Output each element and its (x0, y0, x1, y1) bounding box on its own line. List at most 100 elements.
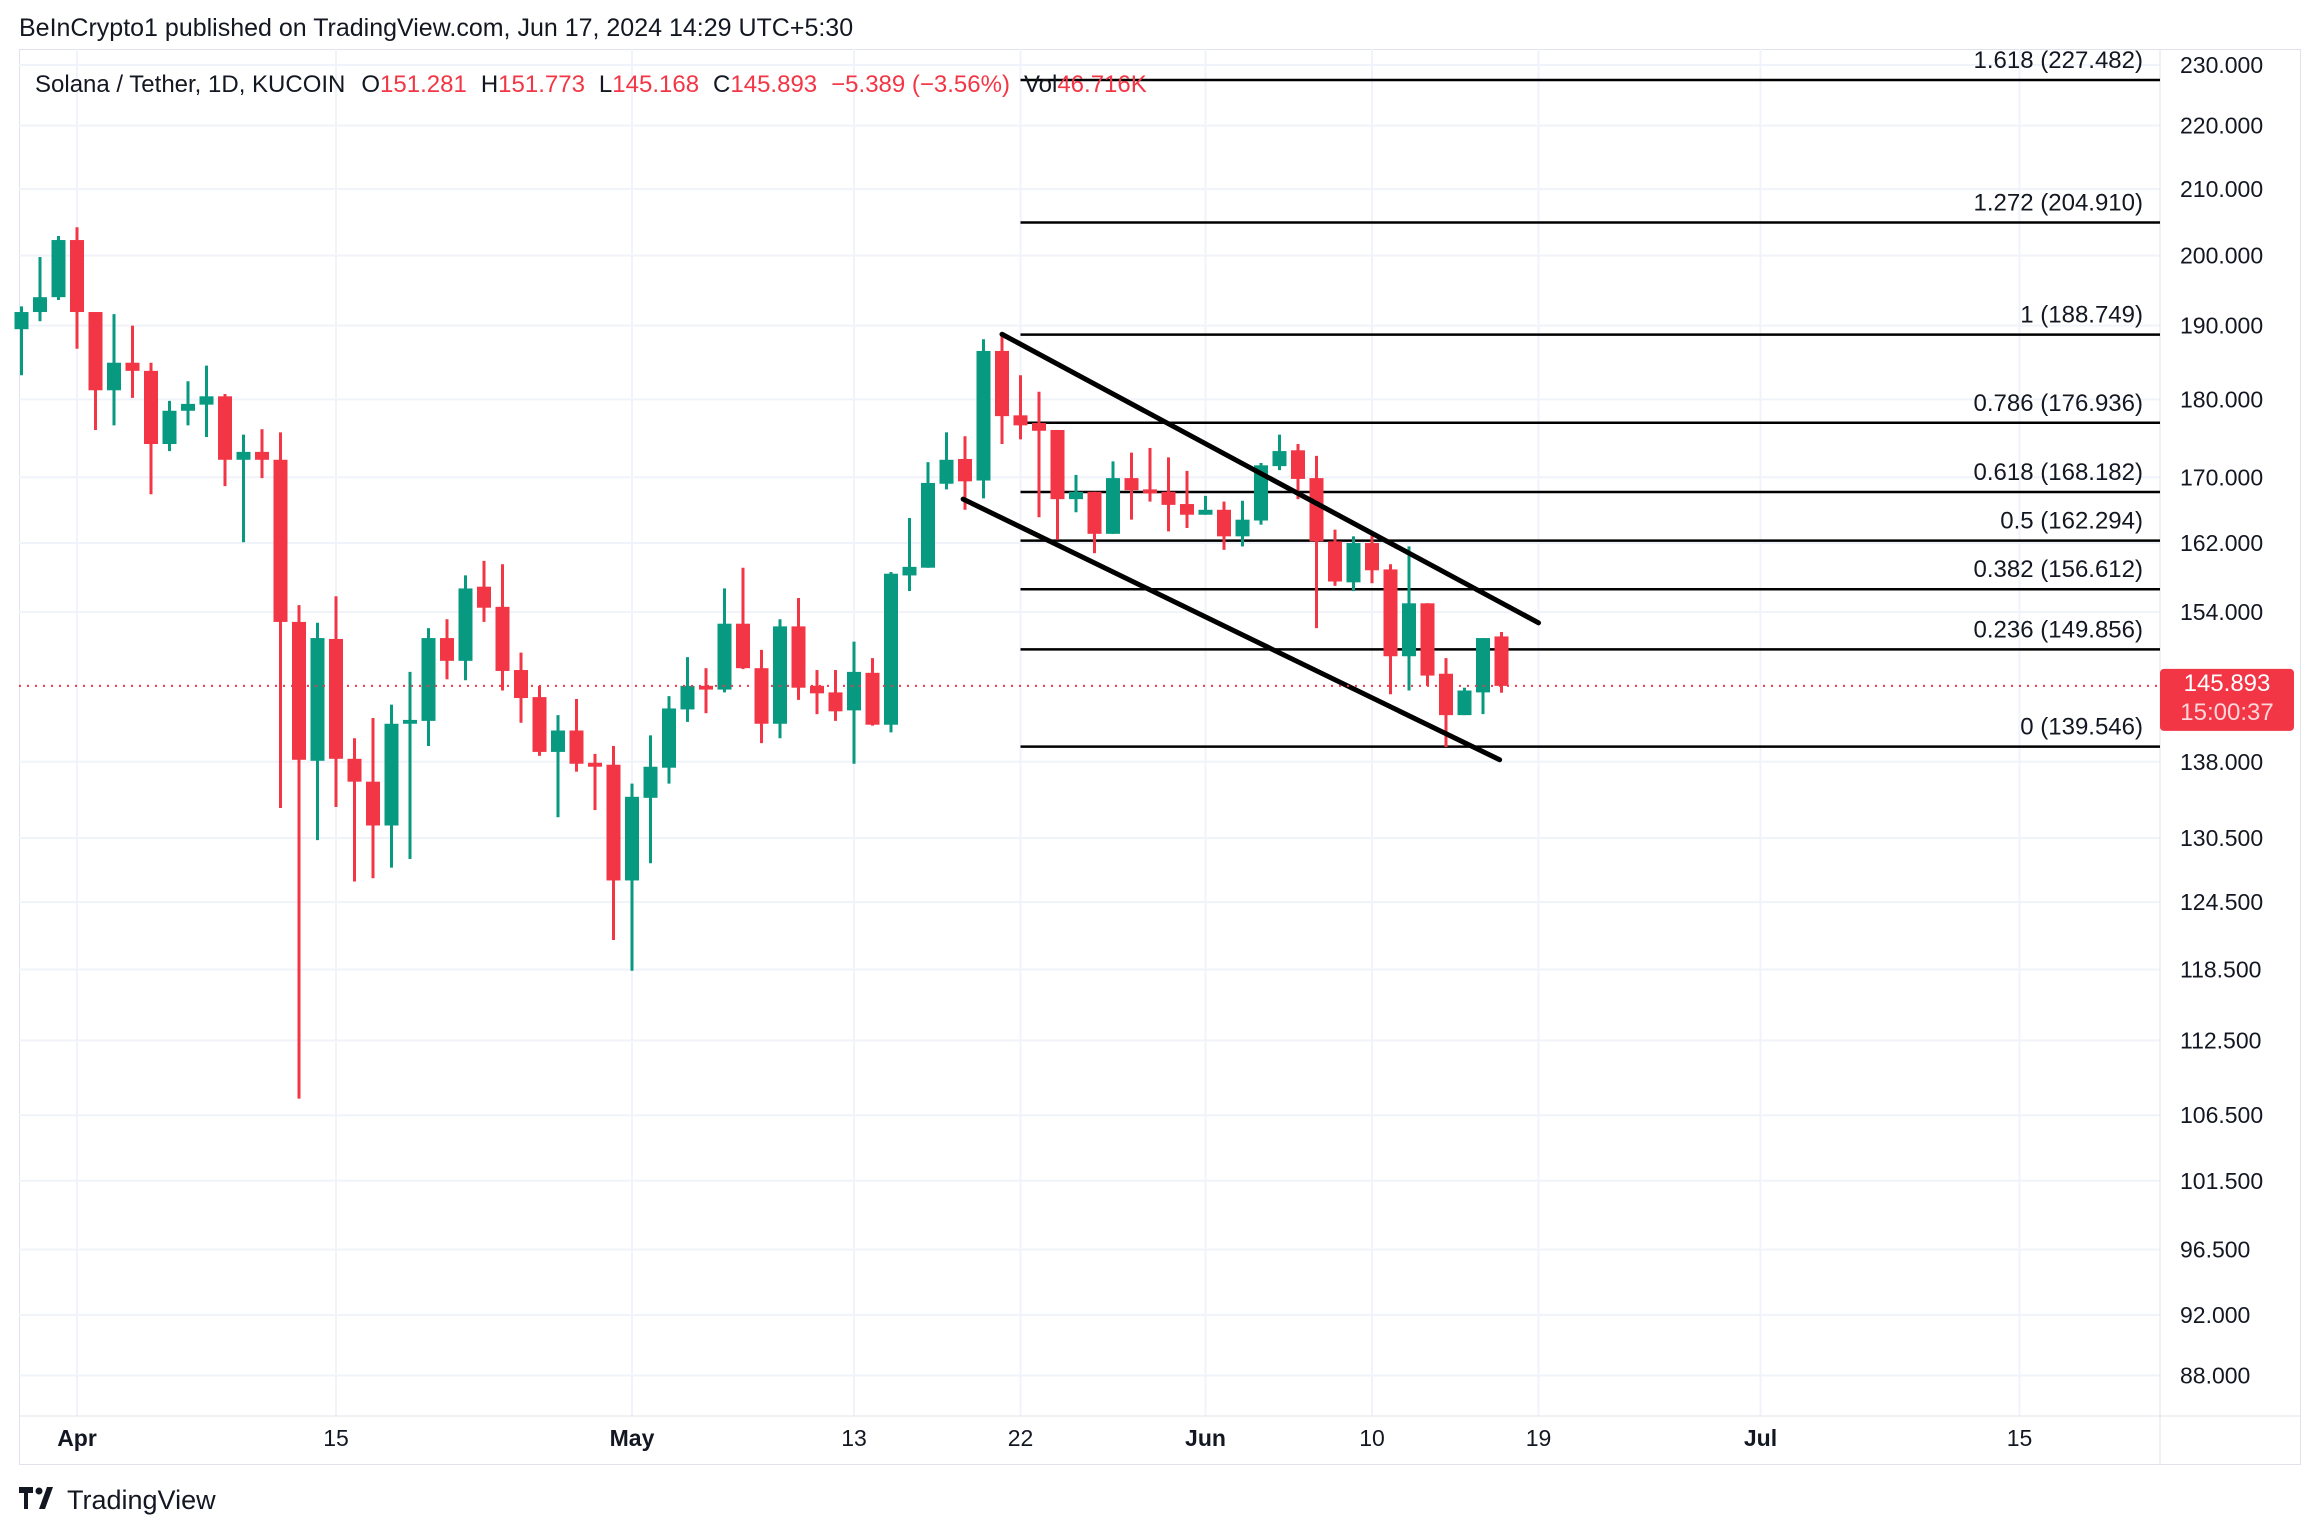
bearish-candle (125, 325, 140, 398)
bullish-candle (1346, 536, 1361, 592)
candle-body (384, 723, 399, 826)
bearish-candle (1494, 632, 1509, 693)
bullish-candle (14, 306, 29, 376)
fib-level-label: 0.618 (168.182) (1974, 459, 2143, 486)
volume-label: Vol (1023, 71, 1058, 98)
candle-body (939, 459, 954, 484)
price-tick-label: 200.000 (2180, 243, 2263, 269)
candle-body (1143, 489, 1157, 494)
candle-body (532, 697, 547, 752)
fib-level-label: 0 (139.546) (2020, 714, 2143, 741)
candle-body (754, 668, 769, 724)
bullish-candle (662, 696, 676, 784)
bearish-candle (828, 670, 843, 721)
fib-retracement[interactable]: 1.618 (227.482) 1.272 (204.910) 1 (188.749… (1020, 47, 2161, 748)
bullish-candle (921, 462, 935, 568)
bearish-candle (477, 560, 491, 622)
candle-body (1402, 603, 1416, 657)
bullish-candle (236, 434, 251, 543)
candle-body (144, 370, 158, 445)
price-tick-label: 118.500 (2180, 957, 2261, 983)
price-tick-label: 106.500 (2180, 1102, 2263, 1128)
price-axis[interactable]: 230.000 220.000 210.000 200.000 190.000 180.0… (2180, 52, 2263, 1388)
candle-body (162, 410, 177, 445)
price-tick-label: 190.000 (2180, 313, 2263, 339)
bearish-candle (273, 432, 288, 809)
candle-body (884, 573, 898, 725)
current-price-text: 145.893 (2184, 670, 2271, 697)
candle-body (421, 638, 436, 721)
candle-body (310, 638, 325, 761)
candle-body (403, 719, 417, 724)
candle-body (236, 451, 251, 460)
candle-body (88, 312, 103, 391)
bullish-candle (403, 671, 417, 860)
open-label: O (361, 71, 381, 98)
bearish-candle (1180, 470, 1194, 528)
candle-body (791, 626, 806, 688)
candle-body (292, 621, 306, 760)
candle-body (1476, 638, 1490, 693)
high-value: 151.773 (498, 71, 585, 98)
bearish-candle (1143, 447, 1157, 502)
candle-body (1013, 415, 1028, 426)
candle-body (1291, 450, 1305, 479)
candle-body (458, 588, 473, 661)
candle-body (514, 670, 528, 699)
candle-body (958, 458, 972, 482)
bullish-candle (847, 641, 861, 764)
upper-channel-line[interactable] (999, 331, 1541, 626)
candle-body (736, 623, 750, 669)
close-label: C (713, 71, 731, 98)
bearish-candle (514, 652, 528, 723)
date-tick-label: 19 (1526, 1425, 1552, 1451)
bearish-candle (1013, 375, 1028, 440)
fib-level-label: 1.272 (204.910) (1974, 190, 2143, 217)
fib-level-label: 1 (188.749) (2020, 302, 2143, 329)
candle-body (199, 396, 214, 405)
bearish-candle (736, 567, 750, 670)
candle-body (847, 671, 861, 711)
bullish-candle (1069, 474, 1083, 513)
bullish-candle (51, 235, 66, 300)
bullish-candle (1235, 500, 1250, 547)
date-tick-label: 22 (1008, 1425, 1034, 1451)
candle-body (1050, 430, 1065, 500)
bullish-candle (107, 314, 121, 426)
candle-body (70, 240, 84, 313)
date-tick-label: Jul (1744, 1425, 1777, 1451)
current-price-badge (2160, 668, 2294, 731)
price-tick-label: 180.000 (2180, 386, 2263, 412)
candle-body (477, 586, 491, 608)
chart-frame (19, 49, 2301, 1465)
candle-body (625, 796, 639, 881)
candle-body (1032, 423, 1046, 431)
candle-body (1457, 690, 1472, 716)
candles (14, 227, 1509, 1099)
bearish-candle (1383, 564, 1398, 695)
candle-body (1217, 509, 1231, 537)
bearish-candle (865, 658, 880, 726)
tradingview-logo-icon (19, 1484, 59, 1516)
candle-body (773, 626, 787, 724)
lower-channel-line[interactable] (960, 496, 1503, 763)
candle-body (865, 672, 880, 725)
fib-level-label: 0.786 (176.936) (1974, 390, 2143, 417)
channel-lines[interactable] (960, 331, 1541, 763)
high-label: H (480, 71, 499, 98)
candle-body (1272, 451, 1287, 467)
symbol-title[interactable]: Solana / Tether, 1D, KUCOIN (35, 71, 346, 98)
candle-body (1124, 478, 1139, 491)
candle-body (181, 403, 195, 411)
candle-body (347, 758, 362, 782)
bearish-candle (791, 598, 806, 700)
candle-body (273, 459, 288, 622)
bearish-candle (292, 605, 306, 1099)
candle-body (1365, 543, 1379, 571)
candle-body (329, 638, 343, 759)
time-axis[interactable]: Apr 15 May 13 22 Jun 10 19 Jul 15 (57, 1425, 2032, 1451)
bearish-candle (1328, 529, 1342, 586)
price-tick-label: 162.000 (2180, 530, 2263, 556)
tradingview-logo[interactable]: TradingView (19, 1484, 216, 1516)
